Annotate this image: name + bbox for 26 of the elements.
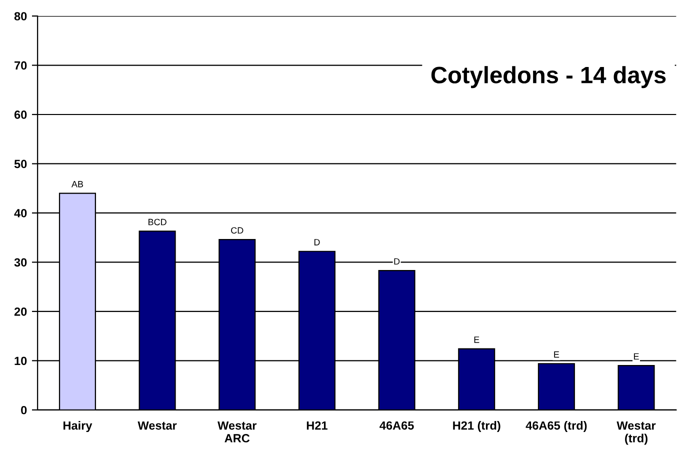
y-tick-label: 80	[14, 12, 27, 20]
annotation: BCD	[148, 218, 166, 226]
y-tick-label: 0	[21, 406, 27, 414]
annotation: E	[554, 351, 560, 358]
y-tick-label: 40	[14, 209, 27, 218]
y-tick-label: 20	[14, 307, 27, 316]
annotation: D	[394, 258, 400, 265]
x-tick-label: Hairy	[64, 421, 92, 432]
x-tick-label: 46A65 (trd)	[526, 421, 587, 432]
x-tick-label: H21 (trd)	[453, 421, 500, 432]
y-tick-label: 30	[14, 258, 27, 267]
y-tick-label: 10	[14, 356, 27, 366]
y-tick-label: 50	[14, 160, 27, 168]
annotation: AB	[71, 181, 84, 188]
x-tick-label: Westar (trd)	[616, 421, 656, 445]
annotation: E	[634, 353, 639, 360]
text: Cotyledons - 14 days	[431, 66, 666, 88]
annotation: E	[474, 336, 480, 343]
annotation: D	[314, 239, 320, 246]
y-tick-label: 70	[14, 61, 27, 70]
y-tick-label: 60	[14, 110, 27, 119]
annotation: CD	[231, 227, 244, 234]
x-tick-label: H21	[306, 421, 328, 430]
x-tick-label: 46A65	[380, 421, 414, 430]
x-tick-label: Westar	[138, 421, 177, 430]
x-tick-label: Westar ARC	[218, 421, 257, 442]
